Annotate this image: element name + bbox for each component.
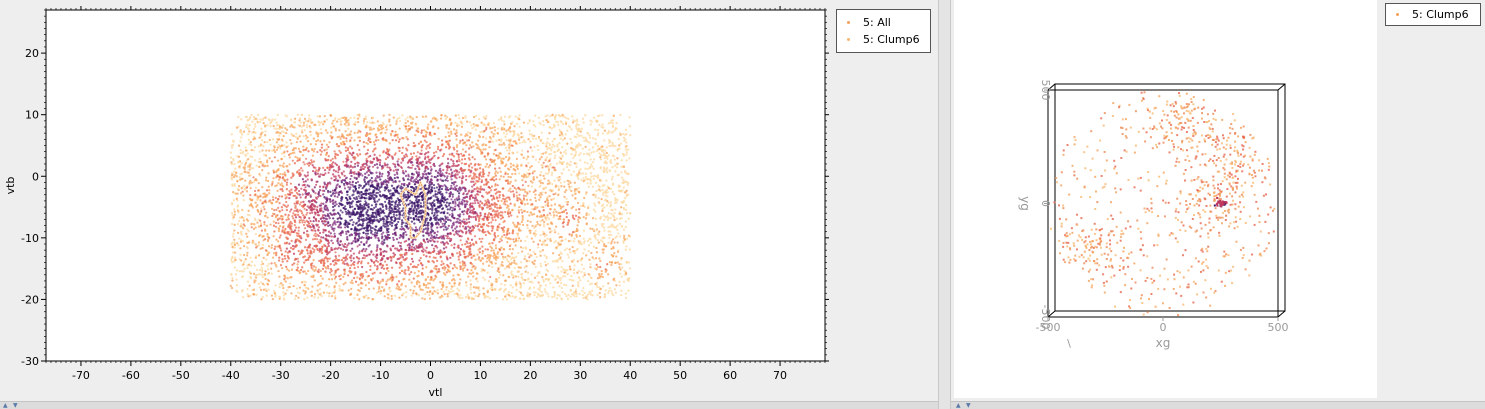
collapse-down-icon[interactable]: ▼ bbox=[13, 402, 18, 409]
right-legend[interactable]: 5: Clump6 bbox=[1385, 3, 1481, 26]
x-tick-label: 20 bbox=[523, 369, 537, 382]
y-tick-label: 0 bbox=[32, 170, 39, 183]
left-plot-area[interactable] bbox=[45, 9, 826, 362]
right-plot-area[interactable] bbox=[954, 0, 1377, 398]
collapse-up-icon[interactable]: ▲ bbox=[3, 402, 8, 409]
series-clump6-peak bbox=[1213, 197, 1228, 208]
series-all-dense-points bbox=[241, 125, 571, 284]
y-tick-label: -30 bbox=[21, 355, 39, 368]
scatter-plot-vtl-vtb[interactable]: -70 -60 -50 -40 -30 -20 -10 0 10 20 30 40 50 60 70 -30 -… bbox=[0, 0, 938, 401]
legend-all-label: 5: All bbox=[863, 16, 891, 29]
x-tick-label: 0 bbox=[1160, 321, 1167, 334]
y-tick-label: -20 bbox=[21, 293, 39, 306]
y-tick-label: -500 bbox=[1039, 305, 1052, 330]
legend-all-marker bbox=[847, 21, 850, 24]
x-tick-label: -70 bbox=[72, 369, 90, 382]
x-tick-label: -10 bbox=[372, 369, 390, 382]
y-tick-label: 10 bbox=[25, 109, 39, 122]
x-tick-label: 30 bbox=[573, 369, 587, 382]
x-tick-label: -30 bbox=[272, 369, 290, 382]
x-tick-label: -40 bbox=[222, 369, 240, 382]
x-tick-label: 40 bbox=[623, 369, 637, 382]
y-tick-label: -10 bbox=[21, 232, 39, 245]
legend-clump6-label: 5: Clump6 bbox=[863, 33, 920, 46]
x-tick-label: 500 bbox=[1268, 321, 1289, 334]
right-plot-panel: -500 0 500 -500 0 500 xg yg \ 5: Clump6 bbox=[951, 0, 1485, 409]
series-clump6-points bbox=[1050, 91, 1276, 317]
y-axis-label: yg bbox=[1018, 196, 1032, 211]
legend-clump6-3d-label: 5: Clump6 bbox=[1412, 8, 1469, 21]
scatter-plot-xg-yg-3d[interactable]: -500 0 500 -500 0 500 xg yg \ bbox=[951, 0, 1485, 401]
left-bottom-strip[interactable]: ▲ ▼ bbox=[0, 401, 938, 409]
panel-splitter[interactable] bbox=[938, 0, 951, 409]
right-bottom-strip[interactable]: ▲ ▼ bbox=[951, 401, 1485, 409]
legend-item-clump6-3d[interactable]: 5: Clump6 bbox=[1386, 6, 1480, 23]
x-tick-label: -60 bbox=[122, 369, 140, 382]
x-tick-label: 60 bbox=[723, 369, 737, 382]
legend-item-clump6[interactable]: 5: Clump6 bbox=[837, 31, 930, 48]
y-tick-label: 20 bbox=[25, 47, 39, 60]
legend-item-all[interactable]: 5: All bbox=[837, 14, 930, 31]
legend-clump6-marker bbox=[847, 38, 850, 41]
x-tick-label: -50 bbox=[172, 369, 190, 382]
y-tick-label: 500 bbox=[1039, 80, 1052, 101]
collapse-down-icon[interactable]: ▼ bbox=[966, 402, 971, 409]
y-tick-label: 0 bbox=[1039, 200, 1052, 207]
x-tick-label: 50 bbox=[673, 369, 687, 382]
x-axis-label: xg bbox=[1156, 336, 1171, 350]
x-tick-label: 70 bbox=[773, 369, 787, 382]
y-axis-label: vtb bbox=[4, 177, 17, 195]
x-axis-label: vtl bbox=[429, 386, 443, 399]
x-tick-label: -20 bbox=[322, 369, 340, 382]
x-tick-label: 10 bbox=[473, 369, 487, 382]
left-plot-panel: -70 -60 -50 -40 -30 -20 -10 0 10 20 30 40 50 60 70 -30 -… bbox=[0, 0, 938, 401]
left-legend[interactable]: 5: All 5: Clump6 bbox=[836, 9, 931, 53]
x-tick-label: -500 bbox=[1036, 321, 1061, 334]
legend-clump6-3d-marker bbox=[1396, 13, 1399, 16]
series-clump6-dots bbox=[400, 181, 426, 239]
collapse-up-icon[interactable]: ▲ bbox=[956, 402, 961, 409]
z-axis-label: \ bbox=[1067, 337, 1071, 350]
x-tick-label: 0 bbox=[427, 369, 434, 382]
